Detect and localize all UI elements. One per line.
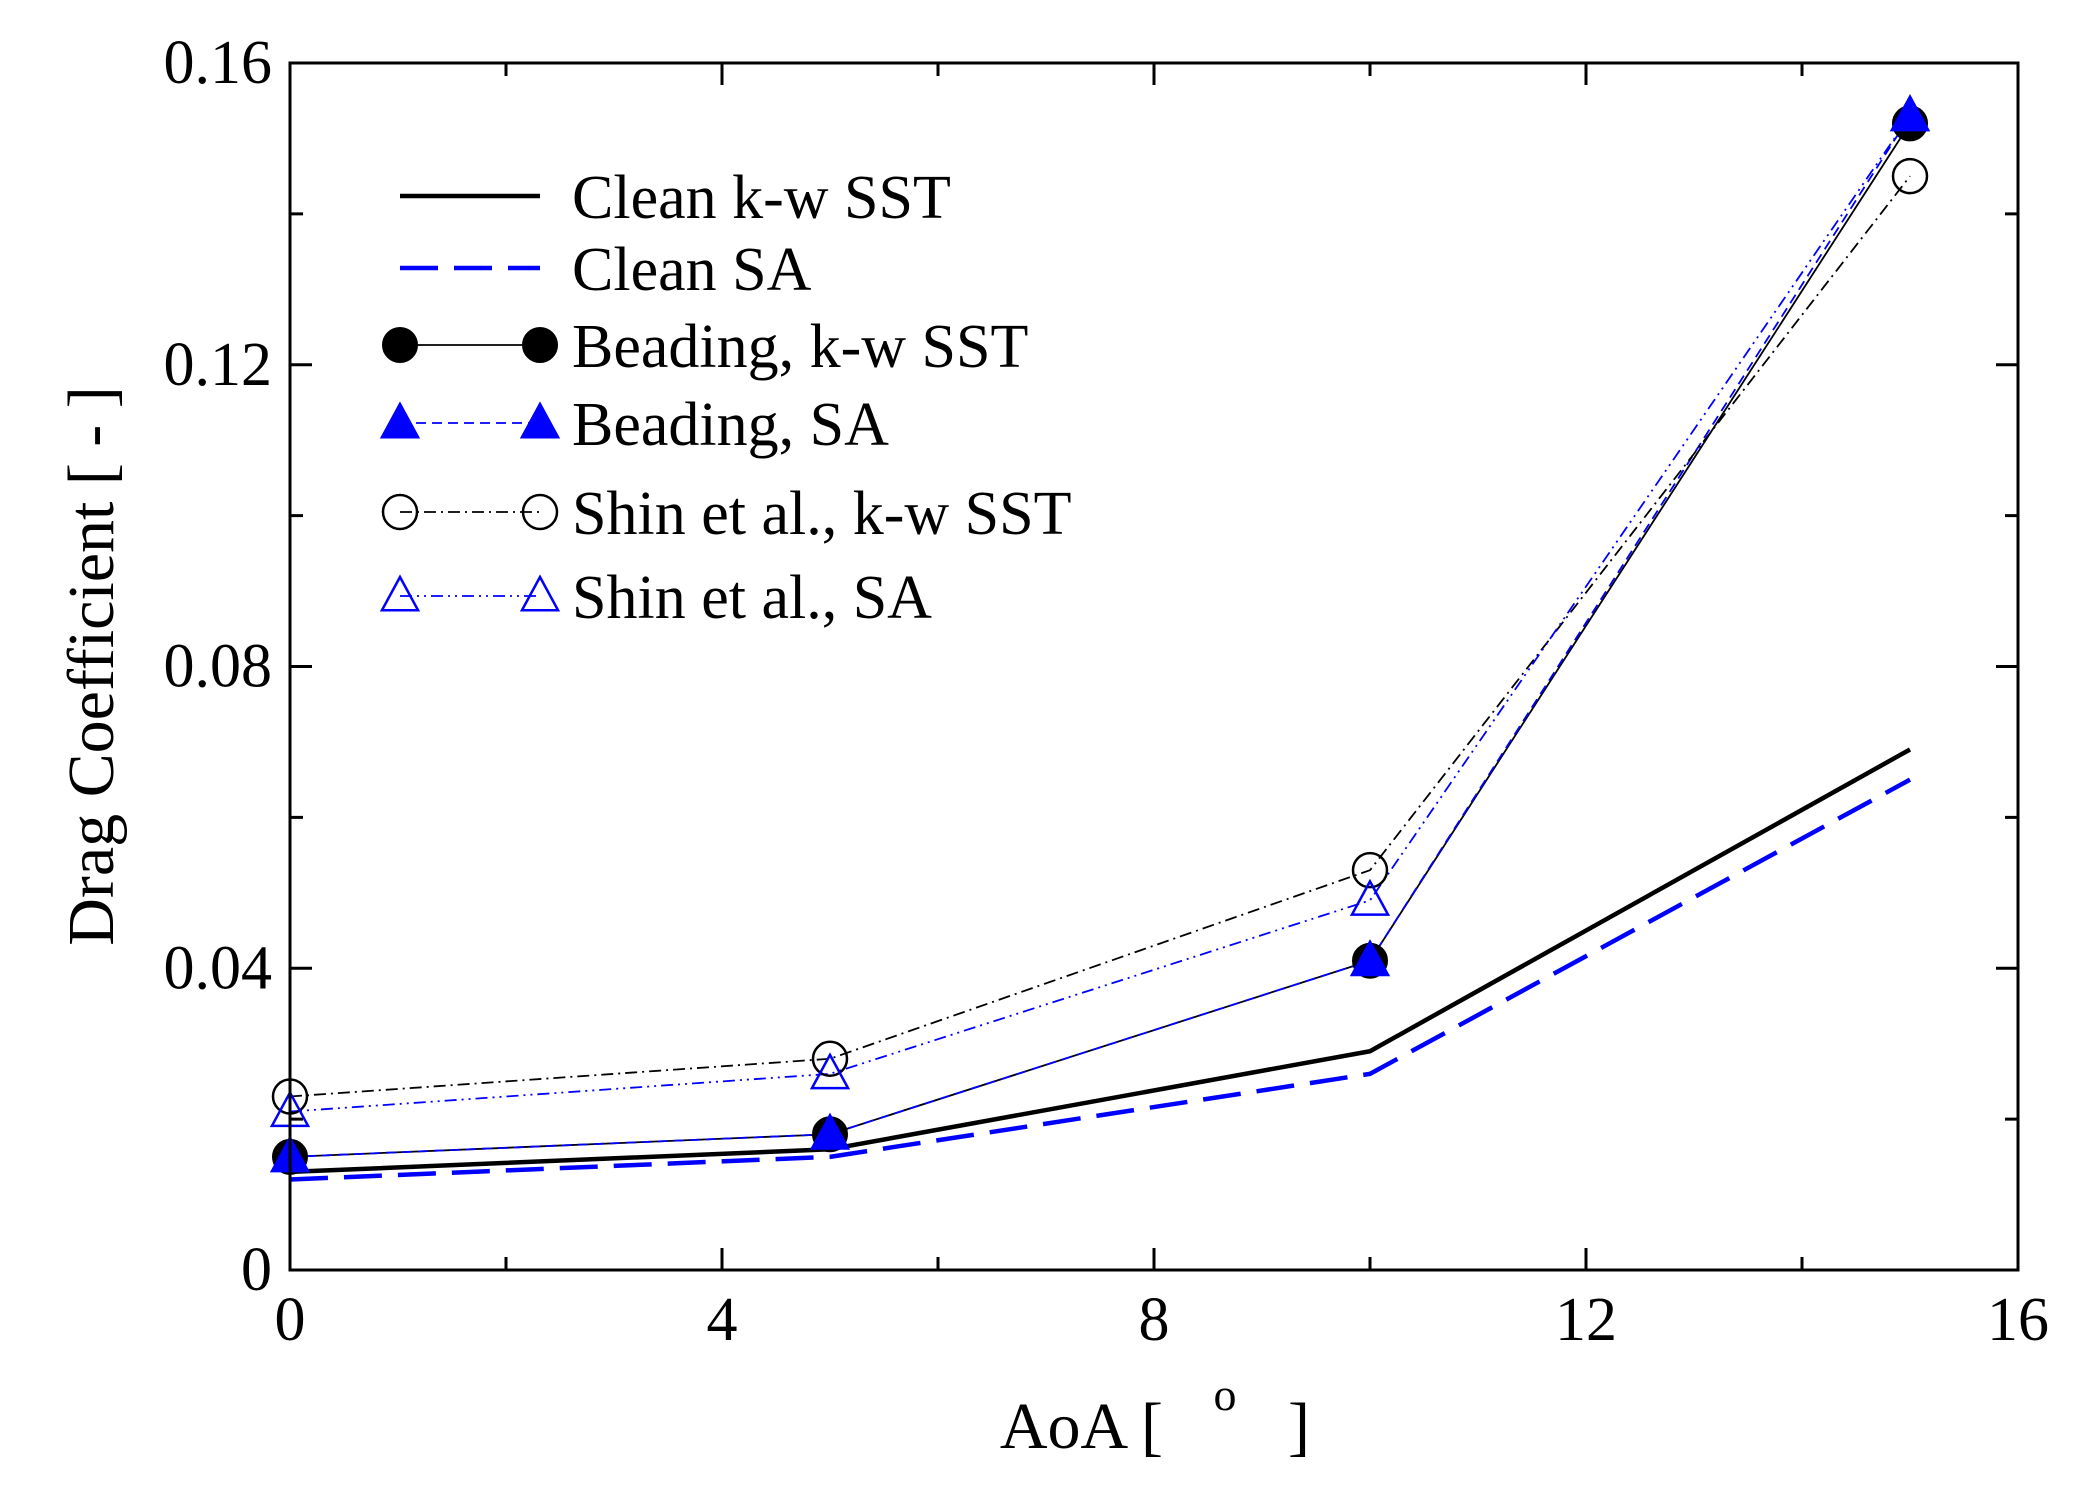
series-lines bbox=[289, 115, 1912, 1182]
x-tick-label: 12 bbox=[1555, 1286, 1617, 1354]
x-tick-label: 0 bbox=[275, 1286, 306, 1354]
data-point-beading-sa bbox=[809, 1112, 851, 1150]
x-tick-label: 4 bbox=[707, 1286, 738, 1354]
legend-label: Shin et al., SA bbox=[572, 564, 932, 632]
y-tick-label: 0.04 bbox=[164, 934, 273, 1002]
series-line-beading-k-w-sst bbox=[289, 122, 1911, 1158]
legend-marker bbox=[519, 401, 561, 439]
legend-marker bbox=[379, 401, 421, 439]
legend-marker bbox=[519, 574, 561, 612]
data-point-shin-et-al-k-w-sst bbox=[1351, 851, 1389, 889]
x-tick-label: 8 bbox=[1139, 1286, 1170, 1354]
data-point-beading-sa bbox=[1349, 939, 1391, 977]
series-line-clean-k-w-sst bbox=[289, 747, 1912, 1175]
x-axis-title: AoA [ o ] bbox=[1000, 1369, 1310, 1463]
legend-label: Shin et al., k-w SST bbox=[572, 480, 1071, 548]
y-tick-label: 0.08 bbox=[164, 633, 273, 701]
plot-frame bbox=[288, 61, 2020, 1272]
x-axis-title-degree: o bbox=[1214, 1369, 1237, 1420]
y-tick-label: 0 bbox=[241, 1236, 272, 1304]
legend-item-clean-k-w-sst: Clean k-w SST bbox=[400, 164, 951, 232]
axis-ticks bbox=[288, 61, 2020, 1272]
legend-item-shin-et-al-k-w-sst: Shin et al., k-w SST bbox=[381, 480, 1071, 548]
series-line-clean-sa bbox=[289, 777, 1912, 1182]
legend-marker bbox=[381, 493, 419, 531]
data-point-shin-et-al-sa bbox=[1889, 94, 1931, 132]
series-line-shin-et-al-k-w-sst bbox=[289, 175, 1911, 1098]
legend-marker bbox=[522, 327, 558, 363]
legend-label: Clean k-w SST bbox=[572, 164, 951, 232]
y-axis-title: Drag Coefficient [ - ] bbox=[55, 386, 128, 946]
data-point-shin-et-al-k-w-sst bbox=[1891, 157, 1929, 195]
series-line-shin-et-al-sa bbox=[289, 115, 1911, 1113]
data-point-shin-et-al-k-w-sst bbox=[811, 1040, 849, 1078]
tick-labels: 0 4 8 12 16 0 0.04 0.08 0.12 0.16 bbox=[164, 29, 2050, 1354]
data-point-shin-et-al-sa bbox=[809, 1052, 851, 1090]
legend-item-beading-k-w-sst: Beading, k-w SST bbox=[382, 313, 1028, 381]
series-markers bbox=[269, 94, 1931, 1175]
legend-item-shin-et-al-sa: Shin et al., SA bbox=[379, 564, 932, 632]
legend-marker bbox=[382, 327, 418, 363]
legend-label: Beading, SA bbox=[572, 391, 889, 459]
legend-label: Beading, k-w SST bbox=[572, 313, 1028, 381]
series-line-beading-sa bbox=[289, 115, 1911, 1158]
y-tick-label: 0.12 bbox=[164, 331, 273, 399]
legend-marker bbox=[521, 493, 559, 531]
y-tick-label: 0.16 bbox=[164, 29, 273, 97]
x-tick-label: 16 bbox=[1987, 1286, 2049, 1354]
legend-item-beading-sa: Beading, SA bbox=[379, 391, 889, 459]
x-axis-title-close: ] bbox=[1288, 1390, 1310, 1463]
legend-label: Clean SA bbox=[572, 236, 812, 304]
x-axis-title-main: AoA [ bbox=[1000, 1390, 1163, 1463]
data-point-shin-et-al-sa bbox=[1349, 878, 1391, 916]
legend-item-clean-sa: Clean SA bbox=[400, 236, 812, 304]
legend-marker bbox=[379, 574, 421, 612]
